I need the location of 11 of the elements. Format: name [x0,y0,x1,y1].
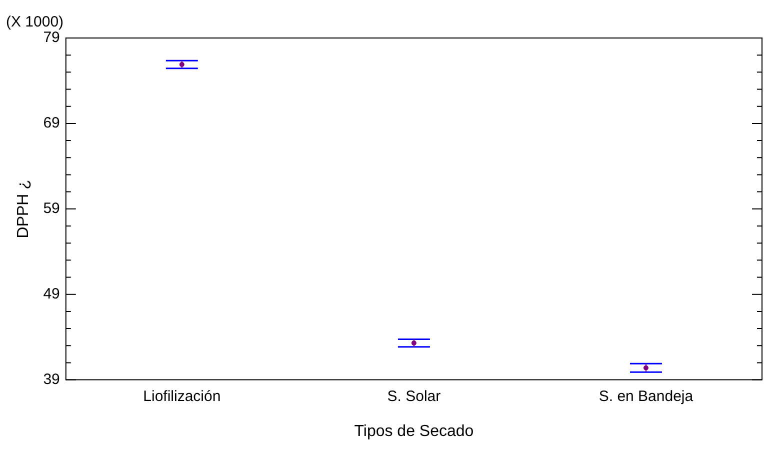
y-tick-label: 79 [43,29,60,46]
y-tick-label: 39 [43,370,60,388]
x-axis-title: Tipos de Secado [354,422,474,440]
x-tick-label: S. Solar [387,388,441,405]
x-tick-label: Liofilización [143,388,221,405]
y-tick-label: 69 [43,114,60,132]
x-tick-label: S. en Bandeja [598,388,694,405]
y-tick-label: 49 [43,285,60,302]
text: (X 1000) [6,14,64,31]
y-tick-label: 59 [43,200,60,218]
y-axis-title: DPPH ¿ [15,180,32,238]
